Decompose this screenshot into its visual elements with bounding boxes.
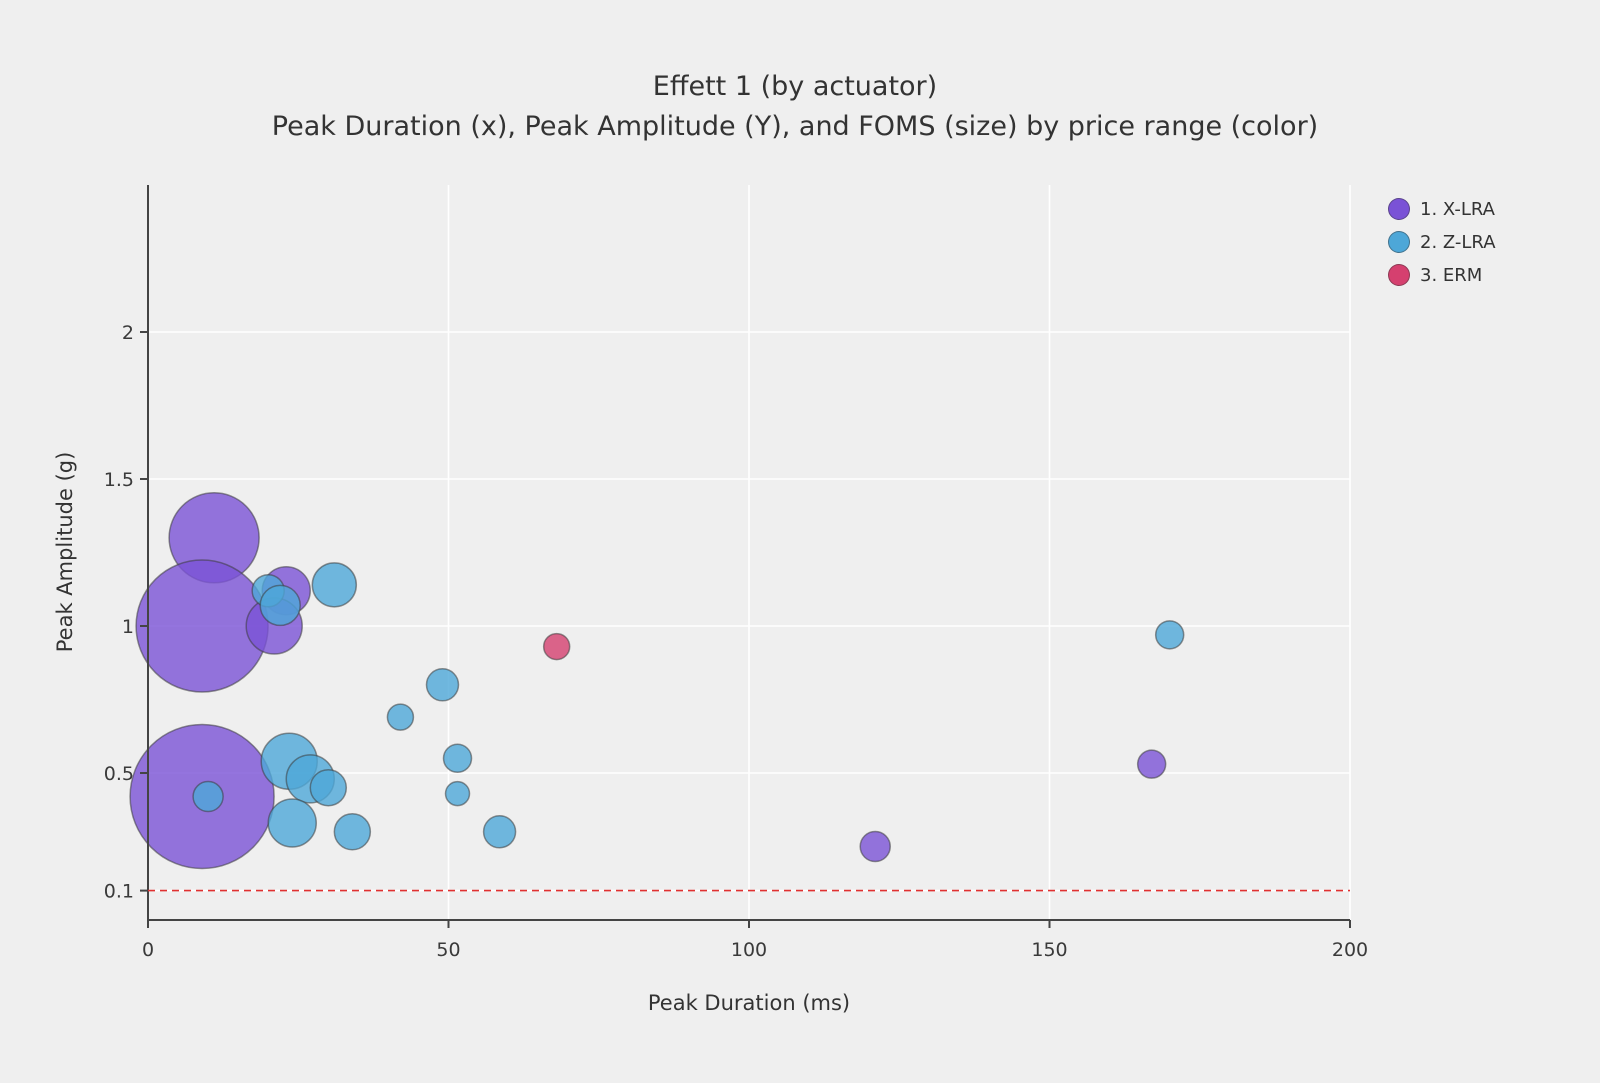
y-tick-label: 0.5 [104,763,134,785]
legend-label: 1. X-LRA [1420,198,1495,220]
bubble [259,584,301,627]
legend-item[interactable]: 2. Z-LRA [1388,231,1496,253]
y-tick-label: 1 [122,616,134,638]
bubble-layer [129,492,1185,870]
x-tick-label: 100 [731,939,767,961]
bubble [1154,620,1185,650]
x-tick-label: 200 [1332,939,1368,961]
y-tick-label: 1.5 [104,469,134,491]
legend-label: 3. ERM [1420,264,1483,286]
bubble [267,798,317,848]
legend-item[interactable]: 3. ERM [1388,264,1496,286]
legend-label: 2. Z-LRA [1420,231,1496,253]
x-axis-title: Peak Duration (ms) [648,991,850,1015]
bubble [542,632,571,661]
legend-swatch-icon [1388,264,1410,286]
y-axis-title: Peak Amplitude (g) [53,452,77,653]
axis-layer: 0 50 100 150 200 0.1 0.5 1 1.5 2 [104,185,1368,961]
y-tick-label: 0.1 [104,881,134,903]
bubble [442,743,473,774]
bubble [1136,749,1167,779]
chart-title: Effett 1 (by actuator) [653,71,937,102]
bubble [309,768,348,807]
x-tick-label: 0 [142,939,154,961]
legend-item[interactable]: 1. X-LRA [1388,198,1496,220]
y-tick-label: 2 [122,322,134,344]
legend-swatch-icon [1388,198,1410,220]
bubble [859,830,891,863]
chart-subtitle: Peak Duration (x), Peak Amplitude (Y), a… [272,111,1318,142]
bubble [192,780,224,813]
bubble [386,703,415,731]
bubble [482,815,517,849]
bubble [333,813,372,851]
bubble [444,780,471,807]
bubble [425,668,460,702]
x-tick-label: 150 [1031,939,1067,961]
legend: 1. X-LRA 2. Z-LRA 3. ERM [1388,198,1496,286]
grid-layer [147,185,1351,920]
x-tick-label: 50 [436,939,460,961]
bubble [311,562,358,608]
legend-swatch-icon [1388,231,1410,253]
